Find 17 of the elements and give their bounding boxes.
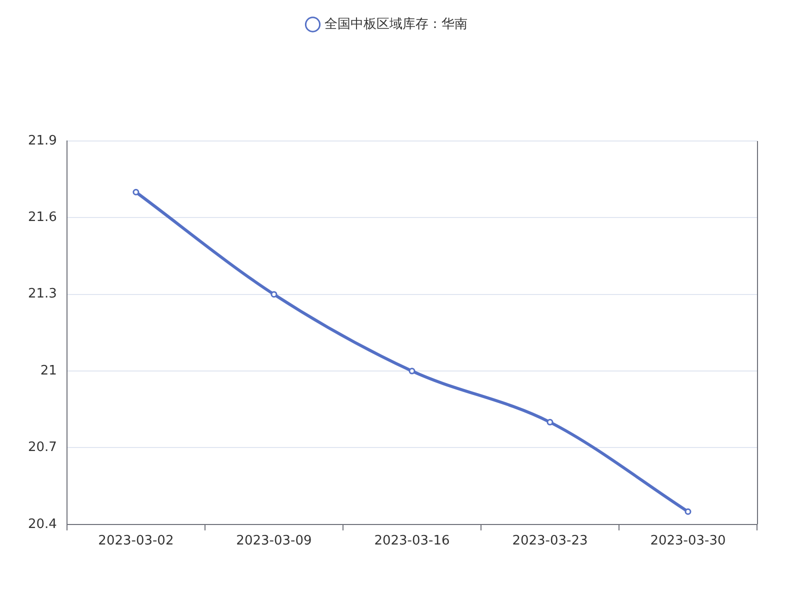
y-tick-label: 21.9: [28, 133, 57, 148]
y-tick-label: 20.4: [28, 516, 57, 532]
y-tick-label: 20.7: [28, 440, 57, 456]
point: [408, 368, 416, 374]
point: [684, 508, 692, 515]
point: [546, 418, 554, 426]
y-tick-label: 21: [40, 363, 57, 378]
legend-label: 全国中板区域库存：华南: [324, 16, 468, 32]
x-tick-label: 2023-03-16: [374, 534, 450, 549]
x-tick-label: 2023-03-09: [236, 534, 312, 549]
x-tick-label: 2023-03-23: [512, 534, 588, 549]
point: [132, 188, 140, 196]
point: [270, 291, 278, 298]
y-tick-label: 21.6: [28, 210, 57, 226]
x-tick-label: 2023-03-30: [650, 534, 726, 549]
x-tick-label: 2023-03-02: [98, 534, 174, 549]
y-tick-label: 21.3: [28, 286, 57, 302]
